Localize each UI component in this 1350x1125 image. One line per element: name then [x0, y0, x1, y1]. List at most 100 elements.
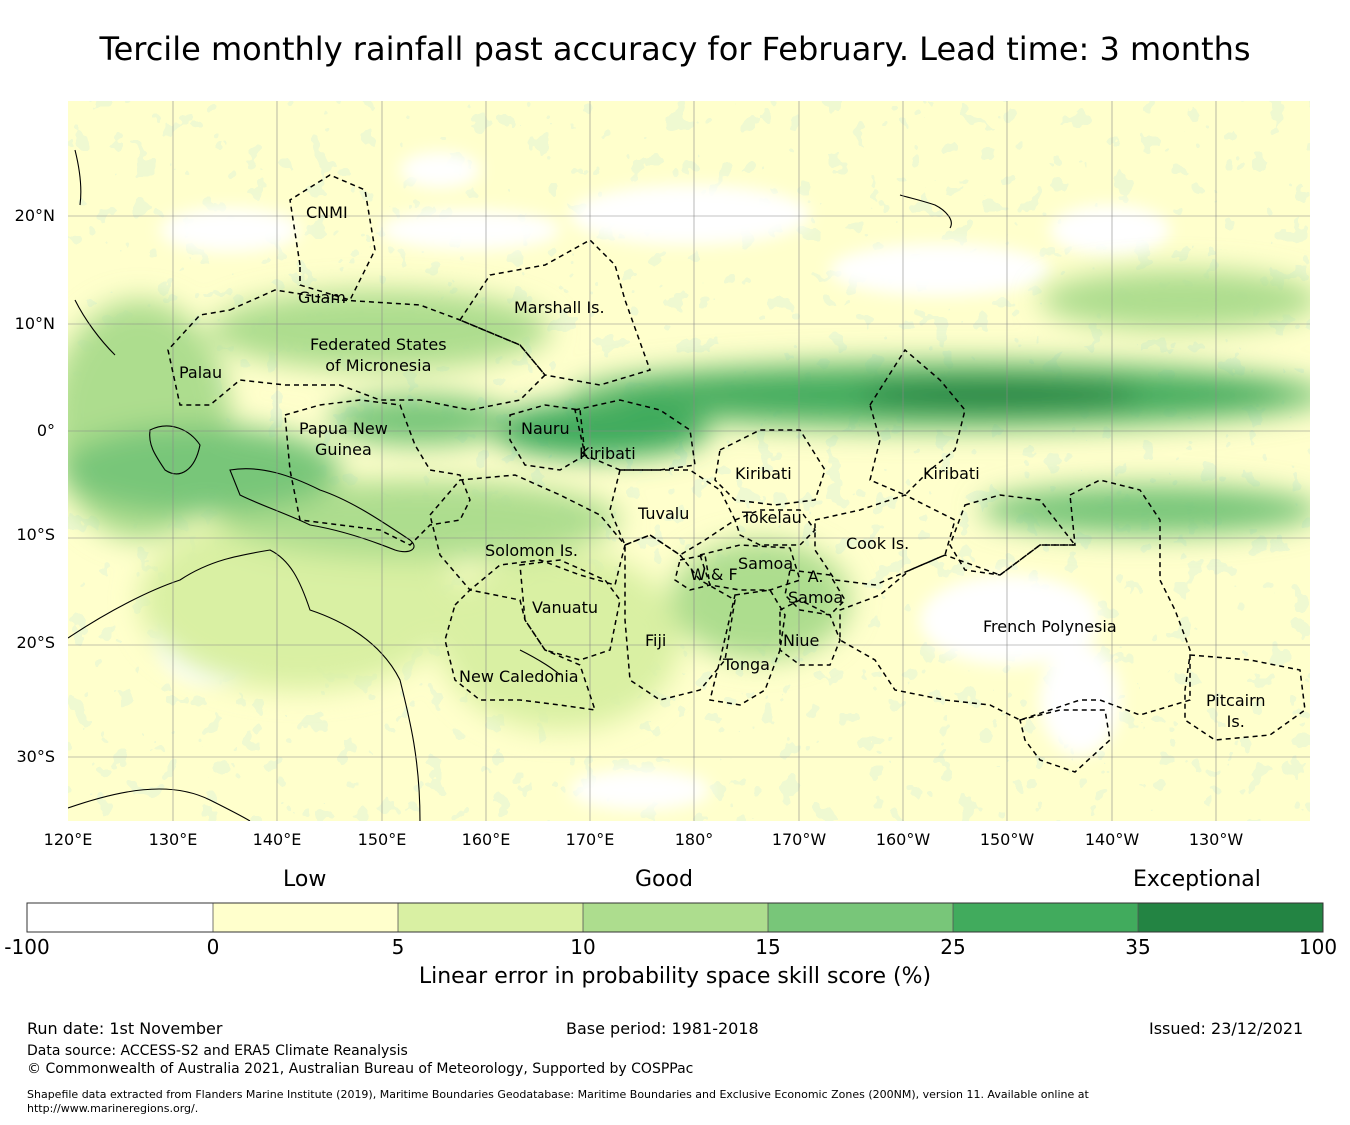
- lat-label-10s: 10°S: [16, 525, 55, 544]
- region-label-vanuatu: Vanuatu: [532, 598, 599, 617]
- run-date: Run date: 1st November: [27, 1019, 223, 1038]
- lon-label: 130°W: [1188, 830, 1244, 849]
- region-label-fiji: Fiji: [645, 631, 667, 650]
- coastlines: [68, 149, 952, 821]
- colorbar-outline: [26, 902, 1324, 933]
- skill-field: [68, 101, 1310, 821]
- wallis-futuna-boundary: [674, 554, 711, 591]
- colorbar-tick: 35: [1125, 935, 1151, 959]
- eez-boundaries: [167, 174, 1306, 773]
- cnmi-boundary: [289, 174, 376, 301]
- vanuatu-boundary: [519, 559, 621, 661]
- new-caledonia-coast: [519, 649, 561, 676]
- skill-area: [210, 290, 550, 370]
- lon-label: 170°E: [565, 830, 615, 849]
- lon-label: 160°W: [875, 830, 931, 849]
- french-polynesia-north: [949, 494, 1077, 576]
- region-label-fsm: Federated States of Micronesia: [310, 335, 447, 375]
- region-label-french-polynesia: French Polynesia: [983, 617, 1117, 636]
- skill-area: [670, 540, 850, 660]
- region-label-samoa: Samoa: [738, 554, 794, 573]
- low-area: [830, 244, 1050, 296]
- skill-area: [330, 395, 510, 445]
- region-label-american-samoa: A. Samoa: [788, 567, 844, 607]
- french-polynesia-south: [1019, 709, 1111, 773]
- lon-label: 130°E: [148, 830, 198, 849]
- page-title: Tercile monthly rainfall past accuracy f…: [99, 30, 1251, 68]
- copyright: © Commonwealth of Australia 2021, Austra…: [27, 1061, 694, 1077]
- low-area: [160, 208, 300, 252]
- lat-label-20s: 20°S: [16, 633, 55, 652]
- colorbar-tick: 5: [391, 935, 405, 959]
- lon-label: 140°E: [252, 830, 302, 849]
- marshall-boundary: [458, 239, 651, 386]
- low-area: [380, 210, 560, 250]
- lon-label: 170°W: [771, 830, 827, 849]
- base-period: Base period: 1981-2018: [566, 1019, 759, 1038]
- region-label-guam: Guam: [298, 288, 346, 307]
- skill-area: [220, 480, 620, 560]
- skill-area: [1040, 270, 1310, 330]
- region-label-tuvalu: Tuvalu: [638, 504, 690, 523]
- colorbar-tick: 15: [755, 935, 781, 959]
- region-label-pitcairn: Pitcairn Is.: [1206, 691, 1266, 731]
- region-label-marshall: Marshall Is.: [514, 298, 605, 317]
- hawaii-coast: [899, 194, 952, 229]
- australia-coast: [68, 549, 421, 821]
- region-label-wf: W & F: [690, 565, 738, 584]
- colorbar-tick: 0: [206, 935, 220, 959]
- lon-label: 180°: [674, 830, 714, 849]
- lat-label-0: 0°: [36, 421, 55, 440]
- equatorial-band-west: [490, 402, 710, 458]
- colorbar-title: Linear error in probability space skill …: [418, 964, 932, 989]
- lon-label: 160°E: [461, 830, 511, 849]
- region-label-tonga: Tonga: [723, 655, 770, 674]
- low-area: [920, 575, 1100, 665]
- niue-boundary: [779, 599, 841, 666]
- graticule: [68, 101, 1310, 821]
- colorbar-segment: [953, 903, 1138, 932]
- region-label-palau: Palau: [179, 363, 223, 382]
- lon-label: 140°W: [1084, 830, 1140, 849]
- new-caledonia-boundary: [444, 589, 597, 711]
- lat-label-30s: 30°S: [16, 747, 55, 766]
- new-guinea-coast: [229, 468, 415, 553]
- lon-label: 150°W: [979, 830, 1035, 849]
- tonga-boundary: [709, 589, 786, 706]
- lon-label: 150°E: [357, 830, 407, 849]
- kiribati-east-boundary: [869, 348, 966, 496]
- island-coast: [149, 425, 201, 475]
- region-label-png: Papua New Guinea: [299, 419, 388, 459]
- colorbar-segment: [398, 903, 583, 932]
- low-area: [1040, 645, 1120, 755]
- region-label-cook: Cook Is.: [846, 534, 910, 553]
- samoa-boundary: [699, 544, 801, 591]
- colorbar-segment: [27, 903, 213, 932]
- region-label-kiribati-west: Kiribati: [579, 444, 636, 463]
- french-polynesia-boundary: [839, 479, 1191, 721]
- region-label-cnmi: CNMI: [306, 203, 348, 222]
- colorbar-segment: [1138, 903, 1323, 932]
- map-canvas: [68, 101, 1310, 821]
- region-label-new-caledonia: New Caledonia: [459, 667, 579, 686]
- region-label-tokelau: Tokelau: [742, 508, 802, 527]
- lat-label-10n: 10°N: [14, 314, 55, 333]
- tokelau-boundary: [734, 509, 816, 546]
- region-label-niue: Niue: [783, 631, 820, 650]
- low-area: [570, 770, 710, 810]
- green-skill-areas: [68, 270, 1310, 730]
- lat-label-20n: 20°N: [14, 206, 55, 225]
- shapefile-note: Shapefile data extracted from Flanders M…: [27, 1088, 1089, 1115]
- colorbar-segment: [213, 903, 398, 932]
- colorbar-segment: [583, 903, 768, 932]
- tuvalu-boundary: [609, 469, 736, 556]
- region-label-nauru: Nauru: [521, 419, 570, 438]
- category-good: Good: [635, 867, 693, 892]
- equatorial-band-peak: [860, 379, 1140, 411]
- colorbar-canvas: [26, 902, 1324, 933]
- australia-south-coast: [68, 788, 251, 821]
- colorbar-tick: 100: [1298, 935, 1338, 959]
- low-skill-areas: [155, 152, 1170, 810]
- skill-area: [440, 550, 680, 730]
- skill-area: [68, 425, 340, 515]
